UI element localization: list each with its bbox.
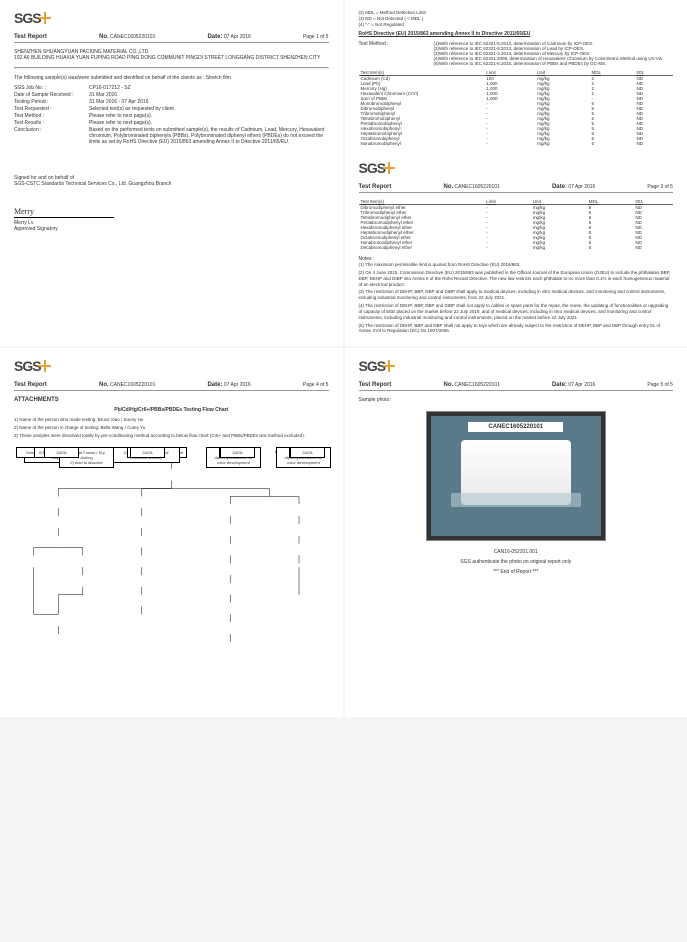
sample-photo-label: Sample photo: (359, 397, 674, 403)
field-label: Test Results : (14, 120, 89, 126)
photo-id: CANEC1605220101 (468, 422, 563, 432)
sample-photo: CANEC1605220101 (426, 411, 606, 541)
flow-node: DATA (290, 447, 325, 458)
page-4: SGS Test Report No. CANEC1605220101 Date… (0, 348, 343, 717)
flowchart: Sample Preparation Sample Measurement Pb… (14, 447, 329, 707)
field-value: Please refer to next page(s). (89, 120, 329, 126)
report-header: Test Report No. CANEC1605220101 Date: 07… (14, 382, 329, 391)
test-methods: (1)With reference to IEC 62321-5:2013, d… (434, 41, 674, 66)
sgs-logo: SGS (359, 358, 674, 374)
stretch-film-roll (461, 440, 571, 505)
sgs-logo: SGS (14, 358, 329, 374)
attachments-heading: ATTACHMENTS (14, 397, 329, 403)
field-value: Please refer to next page(s). (89, 113, 329, 119)
signature: Merry (14, 207, 329, 216)
notes-list: (1) The maximum permissible limit is quo… (359, 262, 674, 334)
intro-text: The following sample(s) was/were submitt… (14, 75, 329, 81)
table-row: Decabromodiphenyl ether-mg/kg5ND (359, 245, 674, 250)
field-label: SGS Job No. : (14, 85, 89, 91)
report-date: Date: 07 Apr 2016 (207, 34, 250, 40)
table-row: Nonabromobiphenyl-mg/kg5ND (359, 141, 674, 146)
field-value: Selected test(s) as requested by client. (89, 106, 329, 112)
field-label: Conclusion : (14, 127, 89, 145)
field-label: Test Requested : (14, 106, 89, 112)
field-label: Testing Period : (14, 99, 89, 105)
test-info-rows: SGS Job No. :CP16-017212 - SZDate of Sam… (14, 85, 329, 145)
results-table-2: Test Item(s)LimitUnitMDL001Dibromodiphen… (359, 199, 674, 250)
flow-node: DATA (130, 447, 165, 458)
signatory-role: Approved Signatory (14, 226, 329, 232)
directive-title: RoHS Directive (EU) 2015/863 amending An… (359, 31, 674, 37)
client-address: 102 A6 BUILDING HUAXIA YUAN FUPING ROAD … (14, 55, 329, 61)
field-value: Based on the performed tests on submitte… (89, 127, 329, 145)
report-number: No. CANEC1605220101 (99, 34, 155, 40)
report-header: Test Report No. CANEC1605220101 Date: 07… (359, 184, 674, 193)
report-header: Test Report No. CANEC1605220101 Date: 07… (14, 34, 329, 43)
flowchart-title: Pb/Cd/Hg/Cr6+/PBBs/PBDEs Testing Flow Ch… (14, 407, 329, 413)
report-header: Test Report No. CANEC1605220101 Date: 07… (359, 382, 674, 391)
auth-note: SGS authenticate the photo on original r… (359, 559, 674, 565)
page-5: SGS Test Report No. CANEC1605220101 Date… (345, 348, 687, 717)
sgs-logo: SGS (359, 160, 674, 176)
end-of-report: *** End of Report *** (359, 569, 674, 575)
field-value: CP16-017212 - SZ (89, 85, 329, 91)
field-label: Date of Sample Received : (14, 92, 89, 98)
page-indicator: Page 1 of 5 (303, 34, 329, 40)
client-info: SHENZHEN SHUANGYUAN PACKING MATERIAL CO.… (14, 49, 329, 61)
field-label: Test Method : (14, 113, 89, 119)
persons-list: 1) Name of the person who made testing: … (14, 417, 329, 439)
field-value: 31 Mar 2016 (89, 92, 329, 98)
page-2-3: (2) MDL = Method Detection Limit(3) ND =… (345, 0, 687, 346)
page-1: SGS Test Report No. CANEC1605220101 Date… (0, 0, 343, 346)
photo-sub-id: CAN16-052201.001 (359, 549, 674, 555)
report-title: Test Report (14, 34, 47, 40)
flow-node: DATA (220, 447, 255, 458)
field-value: 31 Mar 2016 - 07 Apr 2016 (89, 99, 329, 105)
flow-node: DATA (44, 447, 79, 458)
results-table-1: Test Item(s)LimitUnitMDL001Cadmium (Cd)1… (359, 70, 674, 146)
signature-block: Signed for and on behalf of SGS-CSTC Sta… (14, 175, 329, 232)
sgs-logo: SGS (14, 10, 329, 26)
top-notes: (2) MDL = Method Detection Limit(3) ND =… (359, 10, 674, 27)
